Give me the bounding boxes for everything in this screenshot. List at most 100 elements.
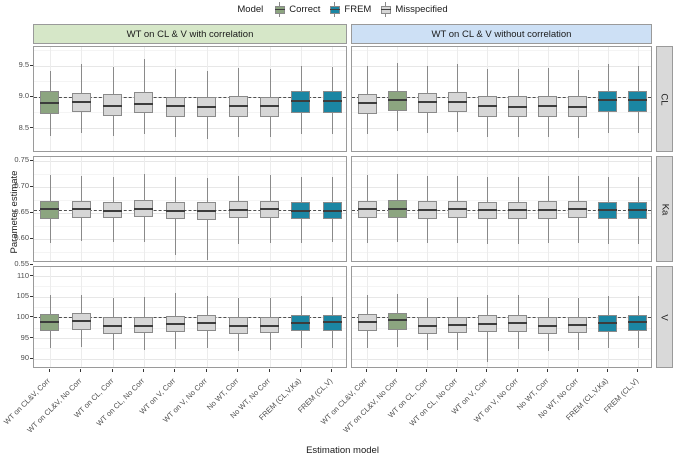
x-tick-mark <box>300 369 301 372</box>
gridline-h-minor <box>352 348 651 350</box>
median-line <box>388 207 407 210</box>
median-line <box>418 101 437 104</box>
facet-strip-without-correlation: WT on CL & V without correlation <box>351 24 652 44</box>
median-line <box>598 321 617 324</box>
median-line <box>358 102 377 105</box>
y-tick-label: 0.55 <box>14 259 29 269</box>
median-line <box>197 322 216 325</box>
x-tick-mark <box>577 369 578 372</box>
median-line <box>134 207 153 210</box>
x-tick-mark <box>396 369 397 372</box>
median-line <box>508 209 527 211</box>
gridline-h <box>34 186 346 188</box>
y-tick-label: 110 <box>17 270 29 280</box>
x-tick-label: WT on CL&V, No Corr <box>24 376 84 435</box>
gridline-h-minor <box>34 81 346 83</box>
median-line <box>72 319 91 322</box>
median-line <box>40 320 59 323</box>
median-line <box>260 324 279 327</box>
panel-Ka-with_correlation <box>33 156 347 262</box>
legend-title: Model <box>237 3 264 15</box>
facet-strip-label: Ka <box>659 203 670 215</box>
median-line <box>291 100 310 103</box>
y-tick-label: 9.0 <box>18 91 29 101</box>
facet-strip-label: WT on CL & V with correlation <box>126 28 254 40</box>
x-tick-mark <box>547 369 548 372</box>
legend-item-label: FREM <box>344 3 372 15</box>
y-tick-label: 8.5 <box>18 122 29 132</box>
gridline-h-minor <box>352 286 651 288</box>
gridline-h <box>34 160 346 162</box>
gridline-h-minor <box>352 81 651 83</box>
median-line <box>72 208 91 211</box>
median-line <box>418 209 437 211</box>
median-line <box>628 99 647 101</box>
gridline-h <box>352 186 651 188</box>
median-line <box>448 208 467 211</box>
y-tick-label: 95 <box>20 332 29 342</box>
gridline-h-minor <box>352 251 651 253</box>
facet-strip-with-correlation: WT on CL & V with correlation <box>33 24 347 44</box>
gridline-h-minor <box>352 50 651 52</box>
y-tick-mark <box>30 275 33 276</box>
y-tick-mark <box>30 358 33 359</box>
x-tick-mark <box>637 369 638 372</box>
boxplot-box-wt-on-cl-v-no-corr <box>388 313 407 330</box>
panel-Ka-without_correlation <box>351 156 652 262</box>
median-line <box>229 209 248 211</box>
reference-line <box>34 317 346 318</box>
x-tick-mark <box>112 369 113 372</box>
median-line <box>628 209 647 211</box>
median-line <box>478 105 497 108</box>
median-line <box>229 105 248 108</box>
legend-item-label: Misspecified <box>395 3 448 15</box>
median-line <box>568 207 587 210</box>
gridline-h <box>352 296 651 298</box>
x-tick-label: WT on CL&V, No Corr <box>340 376 400 435</box>
gridline-h <box>34 276 346 278</box>
y-tick-mark <box>30 316 33 317</box>
x-tick-mark <box>456 369 457 372</box>
x-tick-mark <box>143 369 144 372</box>
boxplot-key-icon <box>329 1 341 17</box>
median-line <box>40 207 59 210</box>
y-tick-mark <box>30 127 33 128</box>
y-axis-title: Parameter estimate <box>9 170 20 254</box>
y-tick-mark <box>30 96 33 97</box>
gridline-h-minor <box>352 327 651 329</box>
x-tick-mark <box>174 369 175 372</box>
y-tick-mark <box>30 238 33 239</box>
panel-CL-with_correlation <box>33 46 347 152</box>
facet-strip-label: V <box>659 313 670 321</box>
median-line <box>134 324 153 327</box>
legend: Model Correct FREM Misspecified <box>0 1 685 17</box>
gridline-h-minor <box>352 199 651 201</box>
gridline-h <box>352 276 651 278</box>
gridline-h <box>352 128 651 130</box>
y-tick-mark <box>30 296 33 297</box>
gridline-h-minor <box>34 199 346 201</box>
x-tick-mark <box>486 369 487 372</box>
median-line <box>628 321 647 324</box>
median-line <box>103 209 122 212</box>
median-line <box>166 323 185 326</box>
median-line <box>448 324 467 327</box>
x-tick-mark <box>269 369 270 372</box>
median-line <box>103 104 122 107</box>
gridline-h-minor <box>352 307 651 309</box>
panel-V-with_correlation <box>33 266 347 368</box>
median-line <box>568 105 587 108</box>
y-tick-mark <box>30 212 33 213</box>
gridline-h <box>352 212 651 214</box>
facet-strip-ka: Ka <box>656 156 673 262</box>
median-line <box>103 325 122 328</box>
median-line <box>291 210 310 213</box>
median-line <box>260 105 279 108</box>
median-line <box>538 105 557 108</box>
gridline-h <box>352 358 651 360</box>
panel-V-without_correlation <box>351 266 652 368</box>
boxplot-box-frem-cl-v-ka- <box>598 90 617 112</box>
x-tick-mark <box>237 369 238 372</box>
median-line <box>40 102 59 105</box>
median-line <box>598 209 617 211</box>
